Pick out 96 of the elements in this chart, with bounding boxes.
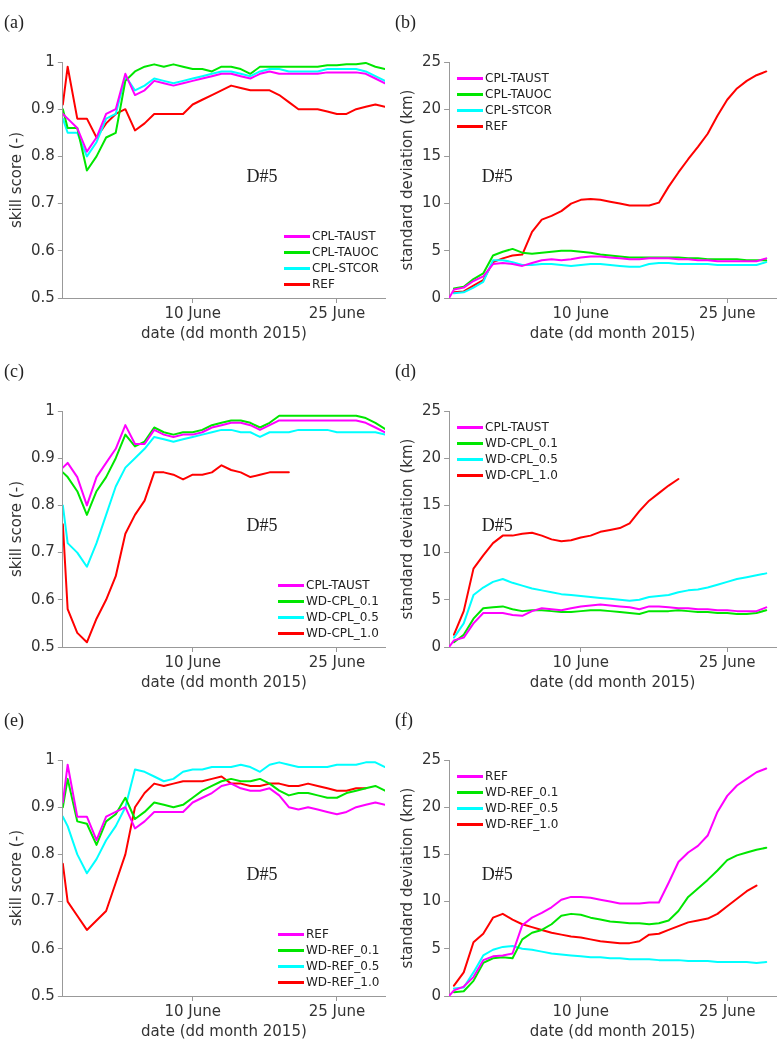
y-tick-label: 5 bbox=[431, 938, 442, 957]
legend-label: WD-CPL_0.5 bbox=[485, 451, 558, 467]
y-tick-label: 0 bbox=[431, 985, 442, 1004]
y-tick-label: 0.7 bbox=[31, 542, 55, 561]
legend-label: WD-CPL_0.1 bbox=[485, 435, 558, 451]
y-tick-label: 15 bbox=[421, 844, 442, 863]
y-tick-label: 0.9 bbox=[31, 797, 55, 816]
y-tick-label: 0.7 bbox=[31, 891, 55, 910]
y-tick-label: 0.5 bbox=[31, 287, 55, 306]
y-tick-label: 0.6 bbox=[31, 938, 55, 957]
annotation: D#5 bbox=[481, 863, 513, 885]
legend-label: REF bbox=[306, 926, 329, 942]
y-axis-title: standard deviation (km) bbox=[397, 438, 416, 620]
legend-label: REF bbox=[485, 768, 508, 784]
legend-label: WD-CPL_0.1 bbox=[306, 593, 379, 609]
legend-label: WD-CPL_0.5 bbox=[306, 609, 379, 625]
legend-label: WD-REF_1.0 bbox=[485, 816, 559, 832]
y-axis-title: standard deviation (km) bbox=[397, 89, 416, 271]
legend-label: WD-REF_1.0 bbox=[306, 974, 380, 990]
text: (e) bbox=[4, 710, 24, 731]
legend-label: CPL-TAUST bbox=[485, 70, 549, 86]
y-tick-label: 20 bbox=[421, 797, 442, 816]
legend-label: CPL-TAUOC bbox=[312, 244, 379, 260]
y-tick-label: 0.7 bbox=[31, 193, 55, 212]
y-tick-label: 0.5 bbox=[31, 636, 55, 655]
text: (c) bbox=[4, 361, 24, 382]
annotation: D#5 bbox=[481, 514, 513, 536]
x-tick-label: 25 June bbox=[698, 303, 756, 322]
y-axis-title: skill score (-) bbox=[6, 830, 25, 926]
x-axis-title: date (dd month 2015) bbox=[529, 323, 696, 342]
legend-label: WD-REF_0.1 bbox=[306, 942, 380, 958]
legend-label: CPL-TAUST bbox=[485, 419, 549, 435]
y-tick-label: 0.8 bbox=[31, 844, 55, 863]
annotation: D#5 bbox=[481, 165, 513, 187]
y-axis-title: skill score (-) bbox=[6, 132, 25, 228]
y-tick-label: 20 bbox=[421, 99, 442, 118]
legend-label: CPL-TAUST bbox=[306, 577, 370, 593]
legend-label: CPL-STCOR bbox=[485, 102, 552, 118]
legend-label: REF bbox=[485, 118, 508, 134]
x-axis-title: date (dd month 2015) bbox=[141, 672, 307, 691]
annotation: D#5 bbox=[246, 165, 278, 187]
y-tick-label: 15 bbox=[421, 495, 442, 514]
legend-label: WD-REF_0.5 bbox=[485, 800, 559, 816]
y-tick-label: 0 bbox=[431, 636, 442, 655]
y-axis-title: skill score (-) bbox=[6, 481, 25, 577]
y-tick-label: 0.9 bbox=[31, 448, 55, 467]
y-tick-label: 15 bbox=[421, 146, 442, 165]
annotation: D#5 bbox=[246, 514, 278, 536]
legend-label: WD-CPL_1.0 bbox=[485, 467, 558, 483]
y-tick-label: 5 bbox=[431, 240, 442, 259]
y-tick-label: 10 bbox=[421, 891, 442, 910]
x-tick-label: 10 June bbox=[552, 1001, 610, 1020]
annotation: D#5 bbox=[246, 863, 278, 885]
text: (d) bbox=[395, 361, 416, 382]
y-tick-label: 0.9 bbox=[31, 99, 55, 118]
x-tick-label: 25 June bbox=[698, 1001, 756, 1020]
y-tick-label: 0.6 bbox=[31, 240, 55, 259]
x-tick-label: 10 June bbox=[164, 652, 221, 671]
x-tick-label: 25 June bbox=[308, 1001, 366, 1020]
y-tick-label: 10 bbox=[421, 542, 442, 561]
y-tick-label: 25 bbox=[421, 400, 442, 419]
x-tick-label: 10 June bbox=[164, 1001, 221, 1020]
y-tick-label: 25 bbox=[421, 51, 442, 70]
x-tick-label: 10 June bbox=[552, 303, 610, 322]
y-tick-label: 1 bbox=[45, 400, 55, 419]
text: (b) bbox=[395, 12, 416, 33]
legend-label: CPL-TAUOC bbox=[485, 86, 552, 102]
y-axis-title: standard deviation (km) bbox=[397, 787, 416, 969]
y-tick-label: 1 bbox=[45, 749, 55, 768]
x-tick-label: 25 June bbox=[698, 652, 756, 671]
legend-label: WD-REF_0.5 bbox=[306, 958, 380, 974]
x-axis-title: date (dd month 2015) bbox=[141, 1021, 307, 1040]
y-tick-label: 0.5 bbox=[31, 985, 55, 1004]
y-tick-label: 1 bbox=[45, 51, 55, 70]
x-tick-label: 25 June bbox=[308, 652, 366, 671]
y-tick-label: 25 bbox=[421, 749, 442, 768]
text: (a) bbox=[4, 12, 24, 33]
legend-label: REF bbox=[312, 276, 335, 292]
y-tick-label: 5 bbox=[431, 589, 442, 608]
y-tick-label: 0.8 bbox=[31, 146, 55, 165]
y-tick-label: 0 bbox=[431, 287, 442, 306]
text: (f) bbox=[395, 710, 413, 731]
legend-label: WD-CPL_1.0 bbox=[306, 625, 379, 641]
legend-label: CPL-STCOR bbox=[312, 260, 379, 276]
y-tick-label: 10 bbox=[421, 193, 442, 212]
x-tick-label: 25 June bbox=[308, 303, 366, 322]
x-axis-title: date (dd month 2015) bbox=[141, 323, 307, 342]
y-tick-label: 20 bbox=[421, 448, 442, 467]
x-axis-title: date (dd month 2015) bbox=[529, 1021, 696, 1040]
y-tick-label: 0.6 bbox=[31, 589, 55, 608]
y-tick-label: 0.8 bbox=[31, 495, 55, 514]
x-axis-title: date (dd month 2015) bbox=[529, 672, 696, 691]
legend-label: WD-REF_0.1 bbox=[485, 784, 559, 800]
x-tick-label: 10 June bbox=[552, 652, 610, 671]
legend-label: CPL-TAUST bbox=[312, 228, 376, 244]
x-tick-label: 10 June bbox=[164, 303, 221, 322]
